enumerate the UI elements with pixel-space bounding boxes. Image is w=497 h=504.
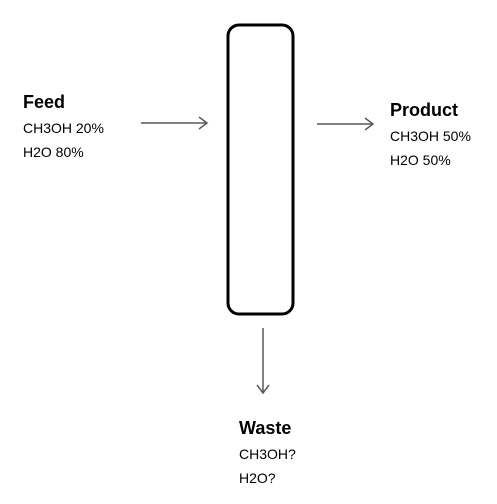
waste-stream-label: Waste CH3OH? H2O? xyxy=(239,417,296,490)
waste-methanol-fraction: CH3OH? xyxy=(239,446,296,462)
waste-arrow xyxy=(256,328,270,395)
feed-methanol-fraction: CH3OH 20% xyxy=(23,120,104,136)
waste-title: Waste xyxy=(239,418,292,438)
feed-arrow xyxy=(141,116,209,130)
feed-stream-label: Feed CH3OH 20% H2O 80% xyxy=(23,91,104,164)
product-stream-label: Product CH3OH 50% H2O 50% xyxy=(390,99,471,172)
separation-column xyxy=(226,23,295,316)
waste-water-fraction: H2O? xyxy=(239,470,276,486)
product-arrow xyxy=(317,117,375,131)
feed-water-fraction: H2O 80% xyxy=(23,144,84,160)
product-title: Product xyxy=(390,100,459,120)
product-water-fraction: H2O 50% xyxy=(390,152,451,168)
product-methanol-fraction: CH3OH 50% xyxy=(390,128,471,144)
feed-title: Feed xyxy=(23,92,66,112)
